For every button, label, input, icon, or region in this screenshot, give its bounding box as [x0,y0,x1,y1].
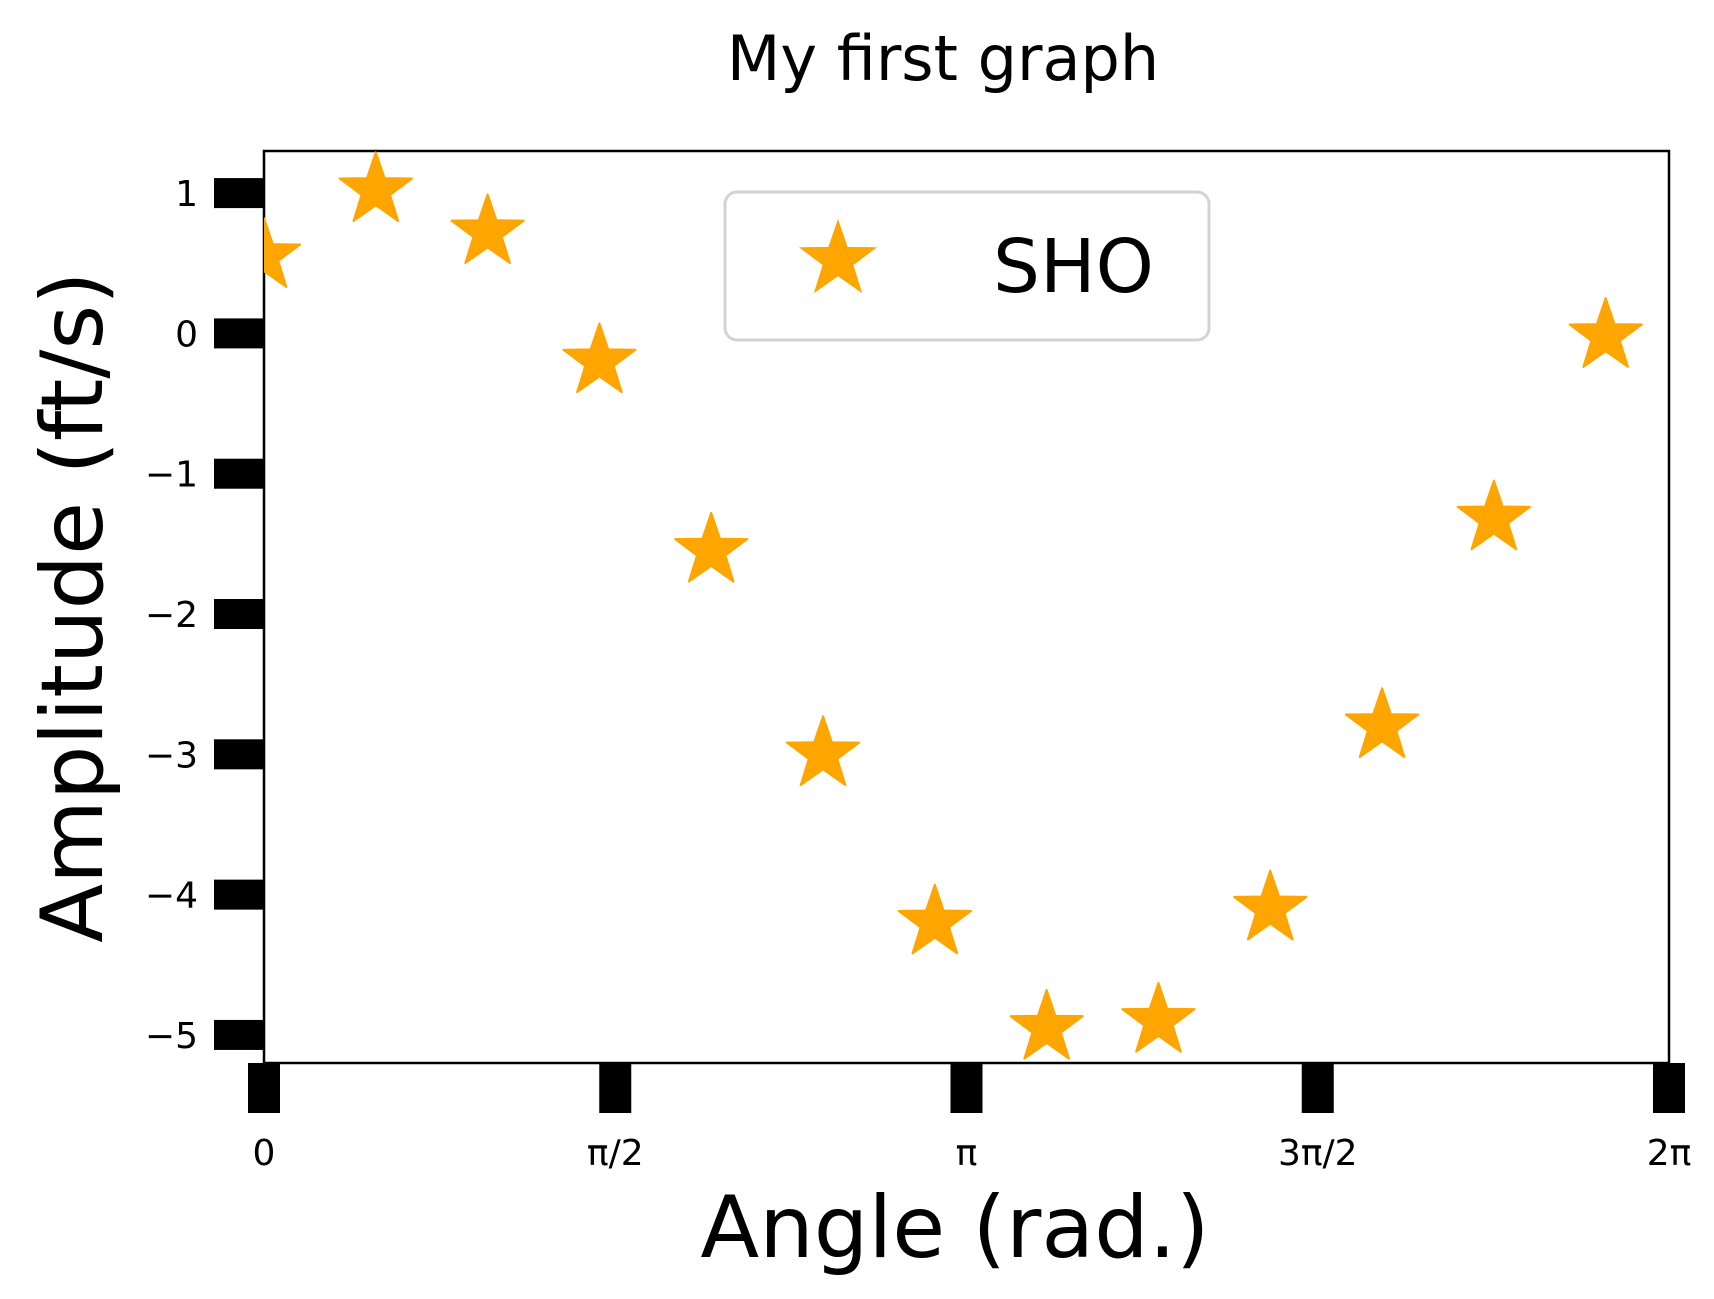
y-tick-mark [214,599,264,630]
y-axis-label: Amplitude (ft/s) [23,271,123,942]
y-tick-label: −1 [145,455,198,496]
y-tick-mark [214,458,264,489]
x-axis-label: Angle (rad.) [700,1178,1209,1278]
legend-series-label: SHO [993,224,1154,310]
y-tick-label: −4 [145,876,198,917]
x-axis-ticks: 0 π/2 π 3π/2 2π [248,1063,1691,1174]
y-tick-label: −3 [145,735,198,776]
data-point-star [1233,869,1308,941]
x-tick-label: π [956,1133,978,1174]
data-point-star [1456,479,1532,551]
data-point-star [674,511,749,583]
y-tick-mark [214,879,264,910]
data-point-star [785,715,861,787]
y-tick-mark [214,318,264,349]
x-tick-mark [599,1063,632,1113]
chart-title: My first graph [727,22,1159,95]
x-tick-label: 3π/2 [1278,1133,1358,1174]
x-tick-label: 2π [1647,1133,1692,1174]
x-tick-mark [1653,1063,1685,1113]
x-tick-mark [950,1063,983,1113]
legend: SHO [723,190,1211,342]
scatter-markers [264,151,1643,1060]
data-point-star [1344,687,1420,758]
x-tick-label: π/2 [587,1133,644,1174]
y-axis-ticks: 1 0 −1 −2 −3 −4 −5 [145,174,264,1057]
legend-marker-star-icon [798,218,878,294]
data-point-star [1568,297,1643,368]
y-tick-label: −5 [145,1016,198,1057]
data-point-star [897,883,972,955]
y-tick-mark [214,178,264,209]
data-point-star [338,151,413,223]
data-point-star [1121,981,1196,1053]
y-tick-label: −2 [145,595,198,636]
data-point-star [450,193,525,265]
y-tick-label: 0 [175,314,198,355]
data-point-star [1009,988,1084,1060]
legend-frame [723,190,1211,342]
y-tick-mark [214,739,264,770]
data-point-star [264,217,302,288]
y-tick-mark [214,1019,264,1050]
x-tick-mark [248,1063,280,1113]
x-tick-label: 0 [253,1133,276,1174]
data-point-star [562,322,637,394]
x-tick-mark [1301,1063,1334,1113]
y-tick-label: 1 [175,174,198,215]
